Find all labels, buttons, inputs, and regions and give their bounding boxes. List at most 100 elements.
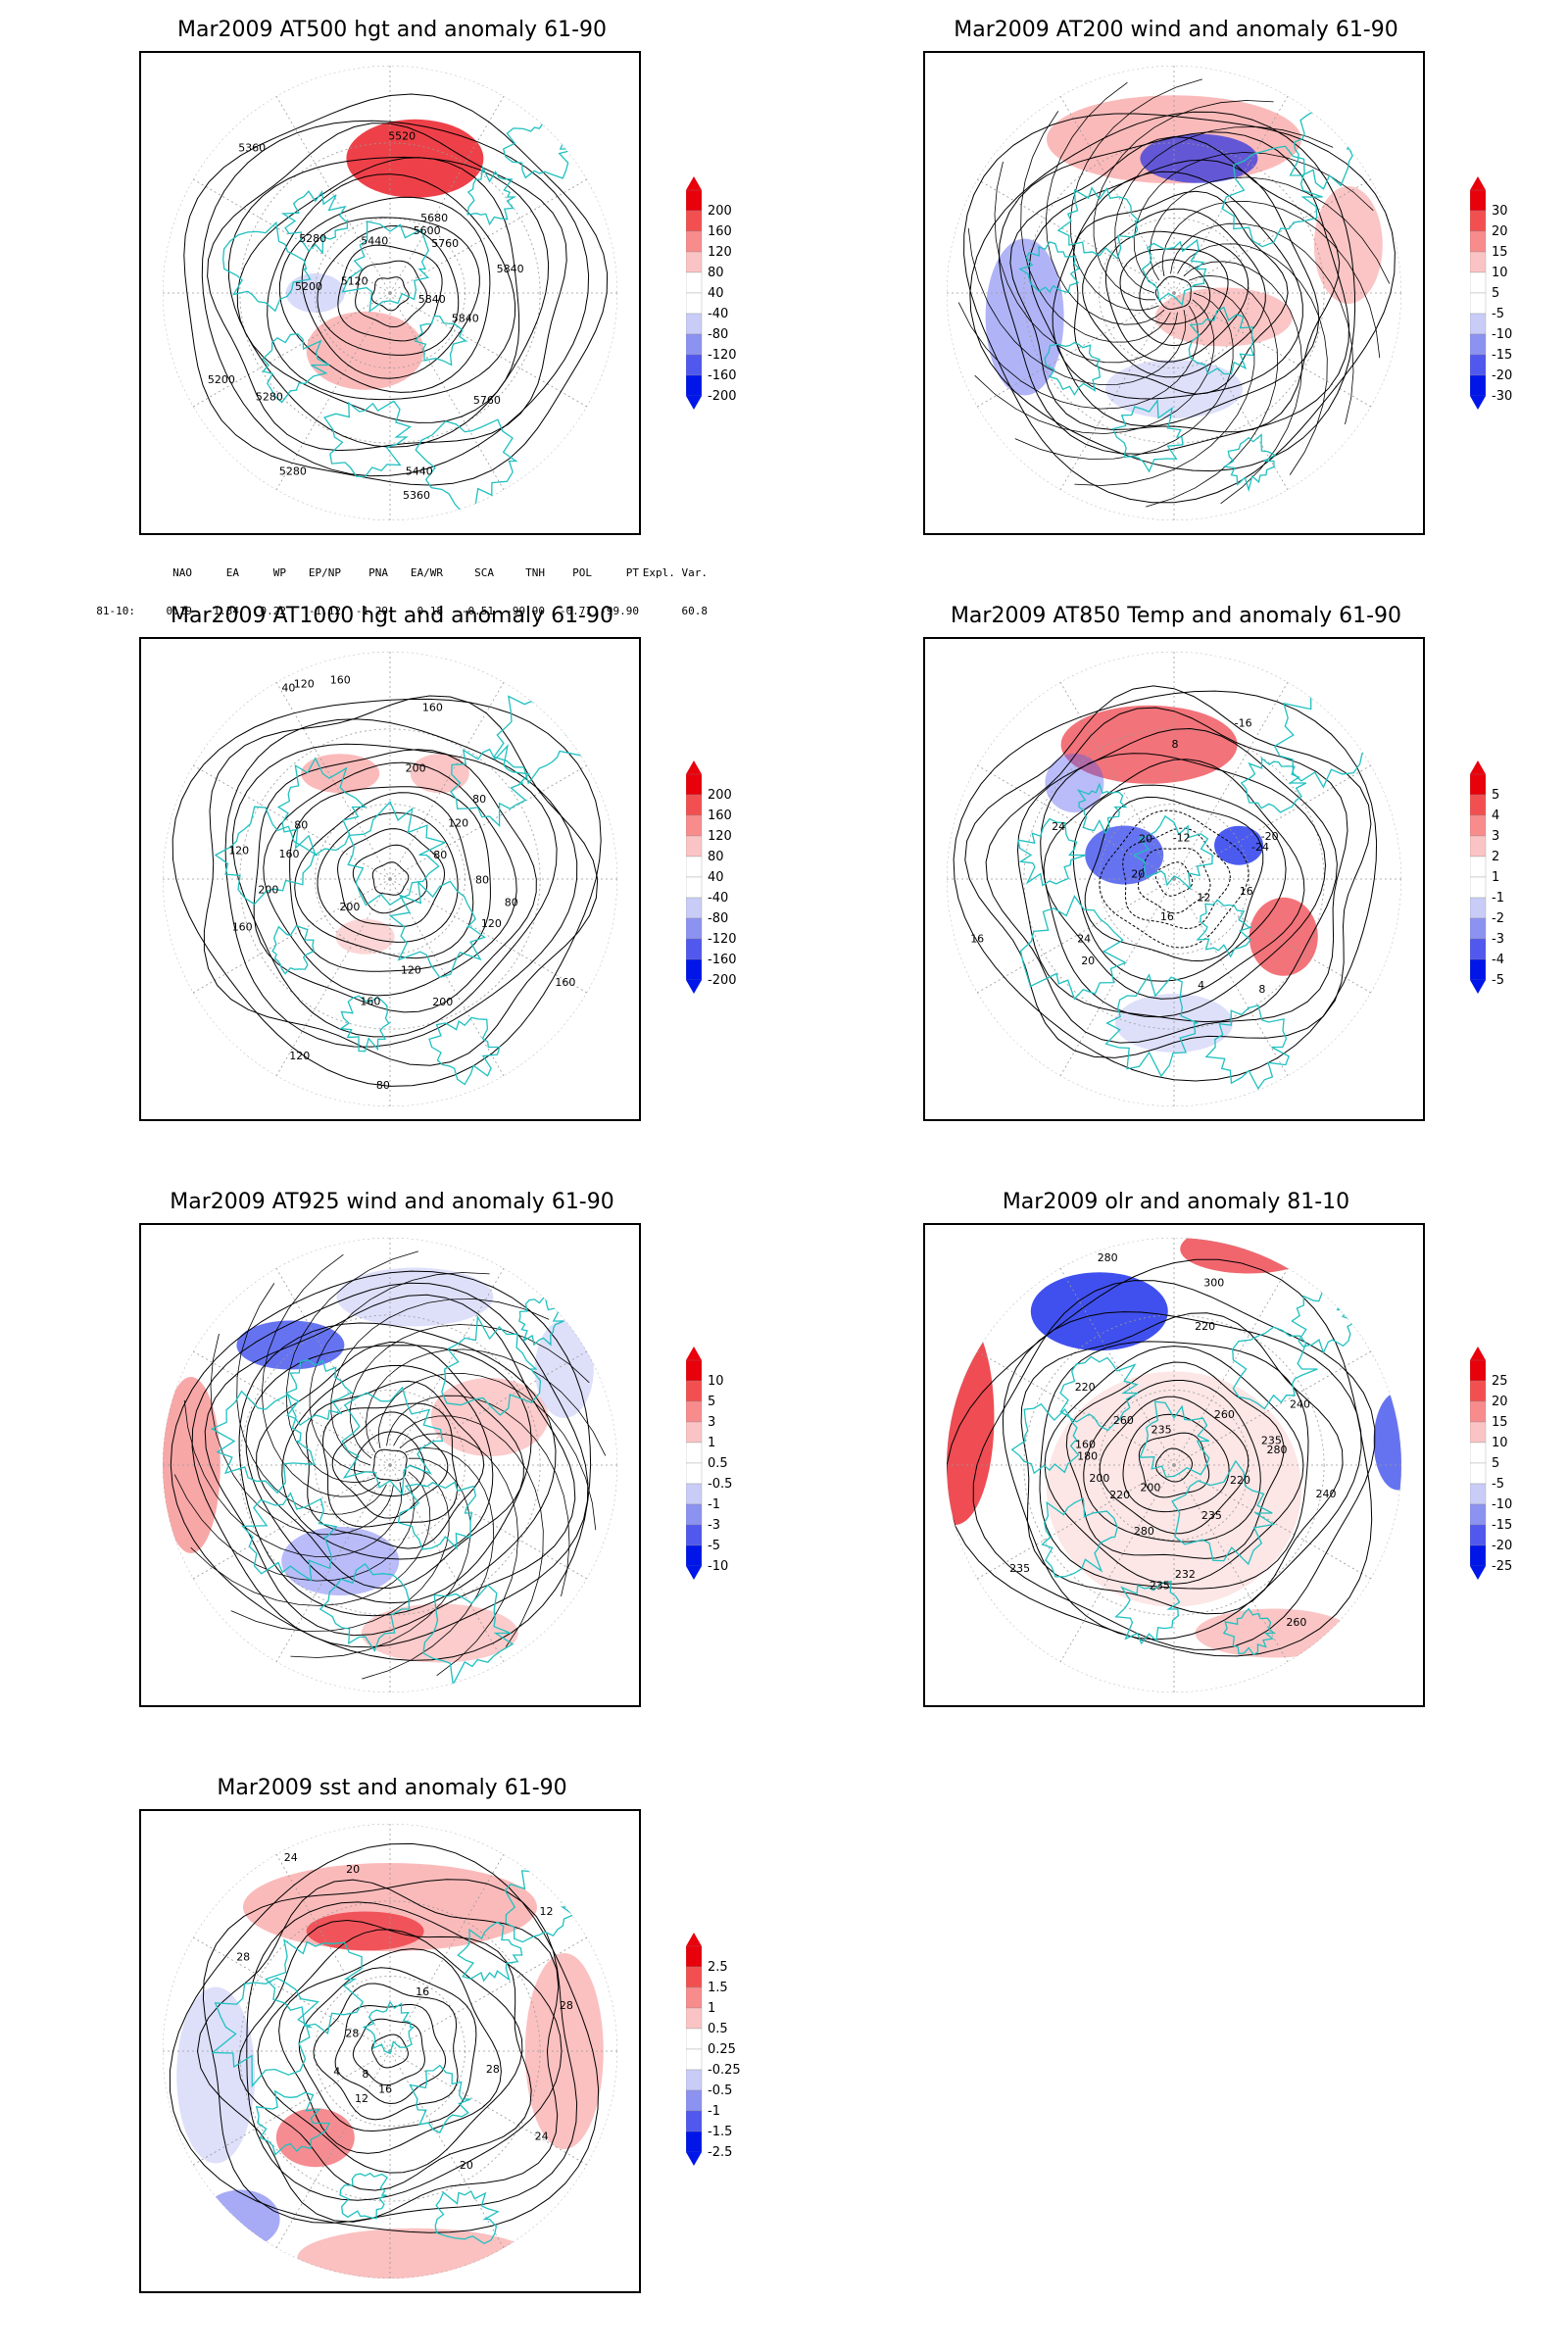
contour-label: 160 bbox=[422, 702, 443, 714]
map-frame: 28 24 20 16 12 8 4 28 28 24 20 16 12 28 bbox=[139, 1809, 641, 2293]
coastline bbox=[338, 995, 392, 1053]
colorbar-tick-label: -25 bbox=[1492, 1559, 1512, 1574]
streamline bbox=[399, 1433, 519, 1677]
meridian-line bbox=[1059, 292, 1175, 491]
colorbar-segment bbox=[685, 2048, 703, 2071]
coastline bbox=[339, 2172, 388, 2220]
coastline bbox=[388, 880, 486, 979]
streamline bbox=[1150, 176, 1391, 284]
colorbar-tick-label: -15 bbox=[1492, 1518, 1512, 1533]
map-svg: 28 24 20 16 12 8 4 28 28 24 20 16 12 28 bbox=[163, 1824, 617, 2278]
meridian-line bbox=[1173, 1464, 1289, 1663]
colorbar-tick-label: -80 bbox=[708, 911, 728, 926]
colorbar-tick-label: 80 bbox=[708, 266, 724, 280]
meridian-line bbox=[389, 681, 505, 880]
meridian-line bbox=[192, 292, 391, 408]
colorbar-segment bbox=[1469, 1462, 1487, 1485]
contour-line bbox=[204, 1294, 576, 1637]
contour-line bbox=[1139, 259, 1211, 325]
colorbar-segment bbox=[1469, 794, 1487, 816]
contour-line bbox=[245, 1345, 532, 1604]
colorbar-segment bbox=[1469, 773, 1487, 796]
streamline bbox=[173, 1474, 415, 1582]
streamline bbox=[261, 1253, 381, 1497]
contour-label: 120 bbox=[448, 817, 468, 830]
coastline bbox=[428, 1016, 501, 1086]
contour-line bbox=[372, 1448, 408, 1482]
index-header: PT bbox=[625, 566, 639, 579]
colorbar-segment bbox=[685, 292, 703, 315]
colorbar-segment bbox=[685, 2028, 703, 2050]
index-value: -99.90 bbox=[506, 605, 545, 617]
colorbar-tick-label: -10 bbox=[708, 1559, 728, 1574]
colorbar-tick-label: 200 bbox=[708, 204, 732, 219]
anomaly-shading bbox=[201, 2189, 280, 2249]
panel-title: Mar2009 AT1000 hgt and anomaly 61-90 bbox=[170, 604, 613, 628]
coastline bbox=[1132, 814, 1213, 891]
colorbar-segment bbox=[685, 313, 703, 335]
contour-label: -24 bbox=[1251, 841, 1269, 854]
anomaly-shading bbox=[947, 1309, 995, 1525]
coastline bbox=[434, 2189, 500, 2245]
contour-label: 24 bbox=[1077, 933, 1091, 946]
contour-label: 20 bbox=[1131, 867, 1145, 880]
colorbar-segment bbox=[685, 2089, 703, 2112]
colorbar-tick-label: -2 bbox=[1492, 911, 1504, 926]
streamline bbox=[309, 1272, 490, 1473]
meridian-line bbox=[389, 1853, 505, 2052]
streamline bbox=[1074, 285, 1255, 486]
contour-line bbox=[1039, 1341, 1309, 1590]
contour-label: 235 bbox=[1261, 1434, 1282, 1446]
contour-label: 235 bbox=[1150, 1580, 1170, 1592]
coastline bbox=[1221, 145, 1323, 248]
colorbar-segment bbox=[1469, 856, 1487, 878]
colorbar-bottom-arrow bbox=[1470, 1566, 1486, 1580]
contour-label: 24 bbox=[535, 2130, 549, 2142]
coastline bbox=[211, 1977, 319, 2088]
colorbar-segment bbox=[1469, 230, 1487, 253]
contour-label: 20 bbox=[460, 2159, 473, 2172]
colorbar-segment bbox=[685, 210, 703, 232]
colorbar-tick-label: 10 bbox=[1492, 1436, 1508, 1450]
map-content: 16 12 8 4 16 20 24 16 20 24 20 8 -12 -16 -20-24 bbox=[947, 652, 1401, 1106]
contour-line bbox=[294, 792, 474, 959]
streamline bbox=[362, 1446, 495, 1680]
colorbar-tick-label: -20 bbox=[1492, 368, 1512, 383]
colorbar-segment bbox=[1469, 1400, 1487, 1423]
contour-label: 120 bbox=[228, 845, 249, 858]
meridian-line bbox=[1059, 1267, 1175, 1466]
index-header: POL bbox=[572, 566, 592, 579]
anomaly-shading bbox=[1030, 1272, 1168, 1351]
contour-label: 280 bbox=[1098, 1251, 1118, 1264]
contour-label: 180 bbox=[1077, 1449, 1098, 1462]
colorbar-svg: 200 160 120 80 40 -40 -80 -120 -160 -200 bbox=[685, 176, 737, 410]
coastline bbox=[255, 2089, 331, 2156]
colorbar-segment bbox=[685, 814, 703, 837]
streamline bbox=[1146, 274, 1279, 508]
map-content: 2402202602352322352802002352202001801602… bbox=[947, 1238, 1401, 1692]
coastline bbox=[1104, 973, 1199, 1078]
contour-label: 160 bbox=[232, 920, 253, 933]
meridian-line bbox=[1173, 681, 1289, 880]
colorbar-segment bbox=[1469, 271, 1487, 294]
coastline bbox=[422, 1584, 514, 1687]
anomaly-shading bbox=[1045, 754, 1104, 812]
contour-line bbox=[1099, 809, 1250, 949]
contour-line bbox=[253, 749, 537, 1013]
colorbar-svg: 30 20 15 10 5 -5 -10 -15 -20 -30 bbox=[1469, 176, 1512, 410]
contour-line bbox=[232, 743, 558, 1038]
streamline bbox=[393, 1415, 544, 1647]
contour-label: 235 bbox=[1152, 1423, 1172, 1436]
index-header: NAO bbox=[172, 566, 192, 579]
colorbar-tick-label: -40 bbox=[708, 307, 728, 321]
contour-label: 280 bbox=[1134, 1525, 1154, 1538]
coastline bbox=[362, 2000, 416, 2055]
contour-label: 16 bbox=[970, 933, 984, 946]
contour-label: 220 bbox=[1109, 1489, 1130, 1501]
meridian-line bbox=[192, 764, 391, 880]
contour-label: 20 bbox=[1081, 955, 1095, 967]
streamline bbox=[1177, 243, 1328, 475]
index-value: 0.22 bbox=[260, 605, 287, 617]
colorbar-segment bbox=[1469, 938, 1487, 960]
colorbar-segment bbox=[685, 897, 703, 919]
